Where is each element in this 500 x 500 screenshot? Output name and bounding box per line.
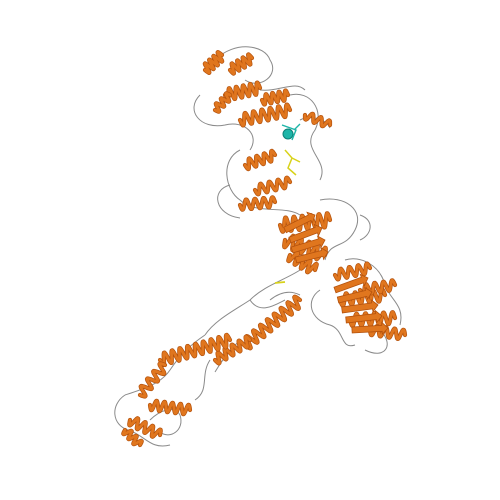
coil-loop (249, 299, 286, 309)
coil-loop (269, 291, 301, 301)
sheet-strand (345, 309, 383, 324)
coil-loop (319, 198, 358, 261)
ligand-yellow-bond (274, 281, 286, 284)
helix-ribbon (243, 149, 277, 171)
coil-loop (193, 94, 254, 151)
ligand-yellow-bonds (284, 149, 301, 176)
ligand-group (274, 123, 301, 284)
helix-ribbon (158, 333, 232, 367)
sheet-strand (336, 286, 373, 304)
ligand-cyan-sphere (282, 128, 294, 140)
sheet-strand (351, 321, 389, 336)
helix-ribbon (238, 103, 292, 127)
helix-ribbon (260, 89, 290, 106)
sheet-strand (290, 235, 326, 254)
coil-loops (114, 46, 402, 447)
helix-ribbon (213, 335, 252, 365)
sheet-strand (294, 246, 329, 264)
helix-ribbon (138, 362, 167, 398)
helix-ribbon (238, 195, 277, 212)
coil-loop (359, 214, 371, 241)
helix-ribbon (121, 428, 144, 447)
helix-ribbon (333, 262, 372, 281)
helix-ribbon (358, 279, 397, 296)
helix-ribbon (223, 81, 262, 102)
coil-loop (226, 149, 301, 216)
ligand-cyan-bonds (281, 123, 301, 141)
coil-loop (194, 359, 211, 401)
helix-ribbon (228, 53, 254, 75)
helix-ribbon (286, 251, 319, 274)
helix-ribbon (253, 176, 292, 196)
helix-ribbon (213, 91, 232, 114)
helix-ribbon (203, 50, 224, 75)
helix-ribbon (243, 295, 302, 350)
sheet-strand (288, 223, 323, 244)
helix-ribbon (148, 399, 192, 416)
helix-ribbons (121, 50, 408, 448)
coil-loop (289, 93, 323, 181)
sheet-strand (283, 211, 316, 234)
sheet-strand (333, 273, 369, 294)
coil-loop (310, 289, 356, 347)
helix-ribbon (127, 416, 163, 439)
sheet-strand (341, 299, 379, 314)
coil-loop (259, 85, 306, 91)
helix-ribbon (303, 112, 332, 128)
sheet-arrows (283, 211, 389, 336)
coil-loop (217, 184, 241, 219)
